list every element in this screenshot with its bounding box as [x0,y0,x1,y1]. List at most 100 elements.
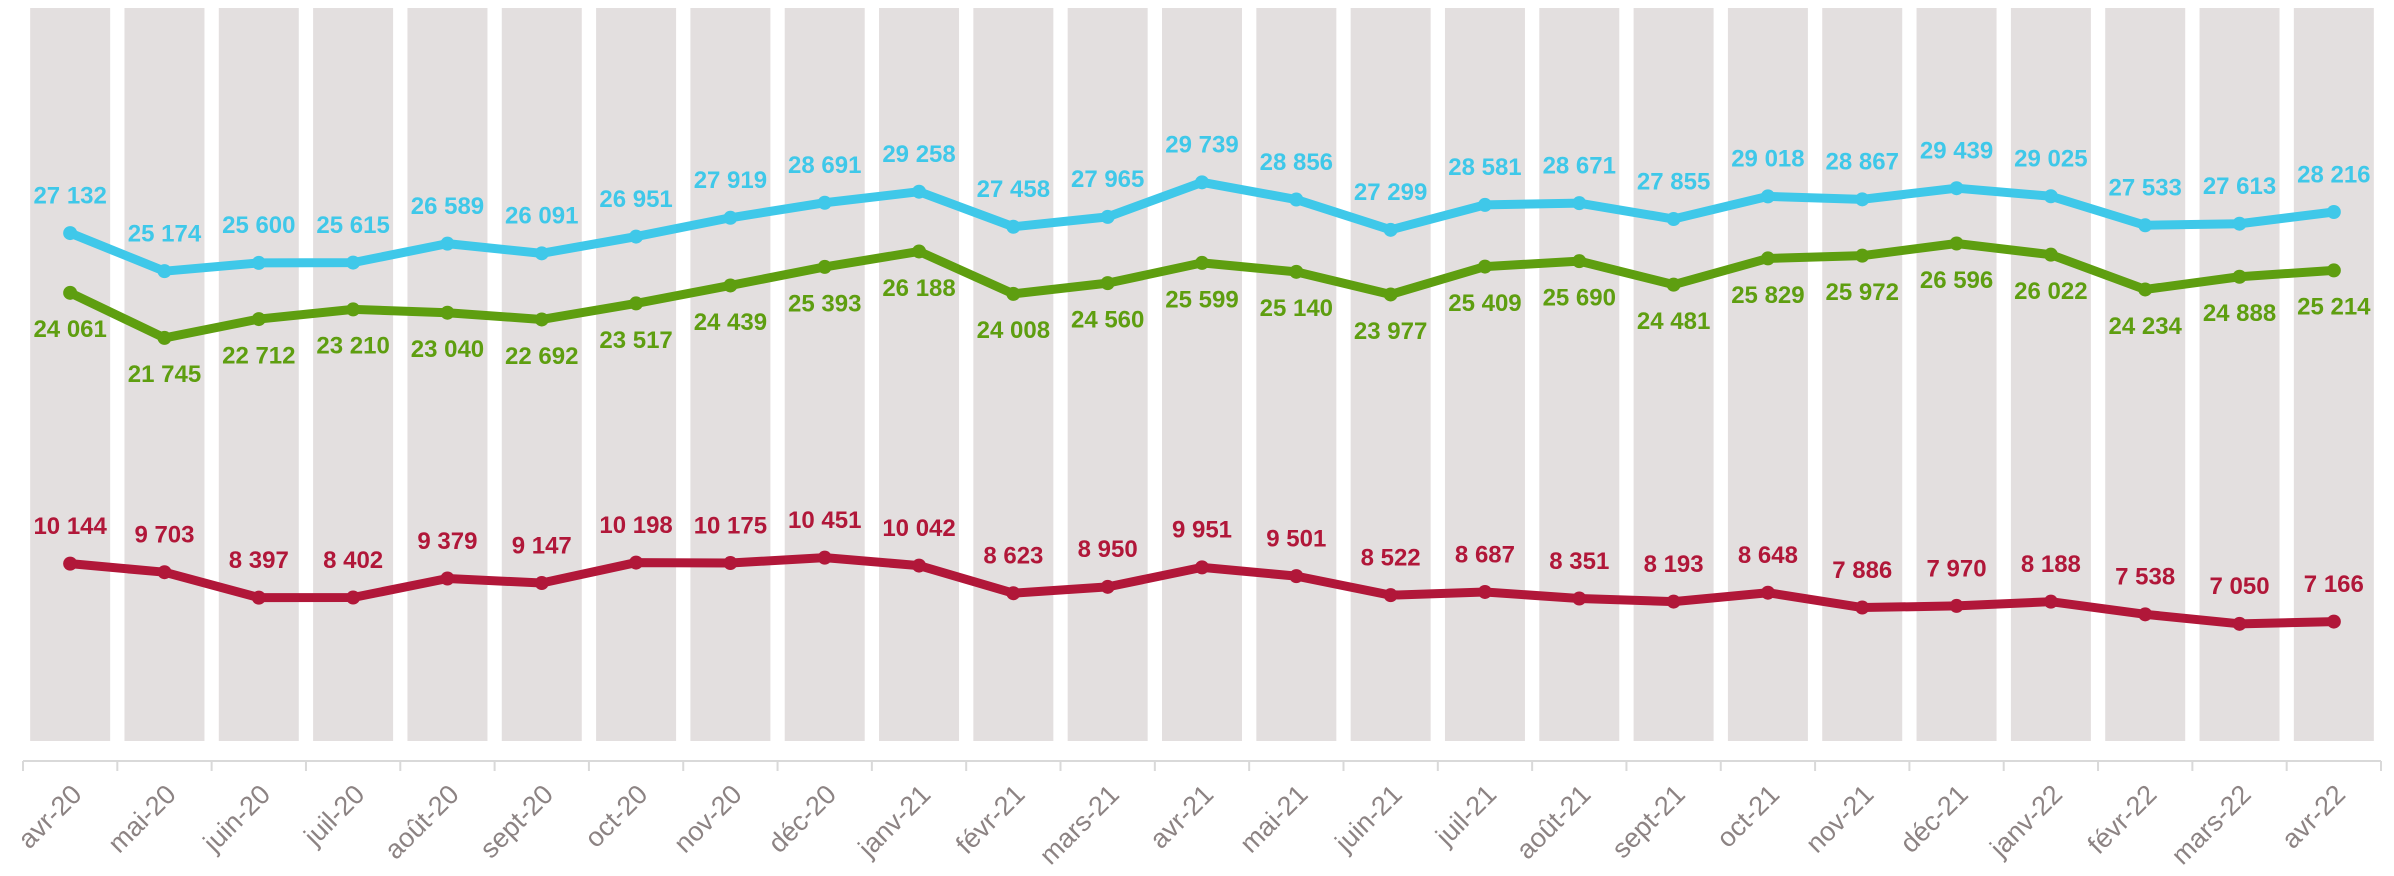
point [1572,196,1587,211]
point [534,576,549,591]
x-tick-label: août-20 [379,779,465,865]
data-label: 24 481 [1637,308,1710,335]
data-label: 10 198 [599,512,672,539]
point [912,244,927,259]
x-tick-label: oct-21 [1711,779,1785,853]
column-background [1539,8,1620,741]
point [157,264,172,279]
point [2232,269,2247,284]
column-background [879,8,960,741]
data-label: 25 829 [1731,282,1804,309]
data-label: 26 589 [411,193,484,220]
point [1760,251,1775,266]
point [817,195,832,210]
point [1289,569,1304,584]
x-tick-label: sept-21 [1606,779,1691,864]
column-background [313,8,394,741]
column-background [124,8,205,741]
point [63,285,78,300]
point [251,312,266,327]
data-label: 25 174 [128,221,202,248]
point [1006,286,1021,301]
point [629,555,644,570]
point [1383,588,1398,603]
data-label: 10 042 [882,515,955,542]
data-label: 9 951 [1172,517,1232,544]
column-background [1727,8,1808,741]
data-label: 28 581 [1448,154,1521,181]
data-label: 26 022 [2014,278,2087,305]
point [534,246,549,261]
point [1572,591,1587,606]
data-label: 7 166 [2304,571,2364,598]
data-label: 25 972 [1826,279,1899,306]
point [1195,255,1209,270]
point [1289,192,1304,207]
column-background [973,8,1054,741]
data-label: 10 175 [694,512,767,539]
x-tick-label: mai-21 [1234,779,1314,859]
point [1760,585,1775,600]
point [534,312,549,327]
column-background [1162,8,1242,741]
point [157,330,172,345]
data-label: 8 648 [1738,542,1798,569]
point [2138,218,2153,233]
x-tick-label: avr-21 [1144,779,1219,854]
point [1855,192,1870,207]
data-label: 29 439 [1920,138,1993,165]
point [1195,175,1209,190]
column-background [218,8,299,741]
point [63,226,78,241]
data-label: 22 692 [505,343,578,370]
data-label: 27 533 [2108,175,2181,202]
point [723,210,738,225]
point [629,296,644,311]
point [1477,584,1492,599]
data-label: 8 188 [2021,551,2081,578]
x-tick-label: déc-20 [762,779,842,859]
point [346,255,361,270]
data-label: 24 560 [1071,306,1144,333]
data-label: 23 517 [599,327,672,354]
point [1855,248,1870,263]
x-tick-label: sept-20 [474,779,559,864]
data-label: 24 888 [2203,300,2276,327]
data-label: 25 214 [2297,294,2371,321]
point [2043,189,2058,204]
data-label: 24 234 [2108,313,2182,340]
data-label: 27 613 [2203,173,2276,200]
column-background [1444,8,1525,741]
data-label: 28 867 [1826,149,1899,176]
point [723,278,738,293]
data-label: 9 147 [512,532,572,559]
data-label: 27 965 [1071,166,1144,193]
column-background [2105,8,2186,741]
point [63,556,78,571]
point [1666,594,1681,609]
point [1289,264,1304,279]
data-label: 8 193 [1644,551,1704,578]
point [1100,209,1115,224]
data-label: 28 856 [1260,149,1333,176]
column-background [2293,8,2374,741]
x-tick-label: juil-21 [1429,779,1502,852]
column-background [1067,8,1148,741]
x-tick-label: juin-20 [197,779,276,858]
data-label: 10 451 [788,507,861,534]
data-label: 25 690 [1543,284,1616,311]
data-label: 27 132 [33,182,106,209]
point [723,556,738,571]
data-label: 8 351 [1549,548,1609,575]
column-background [2010,8,2091,741]
point [1477,259,1492,274]
point [440,236,455,251]
data-label: 8 687 [1455,541,1515,568]
point [1666,277,1681,292]
point [2043,594,2058,609]
data-label: 10 144 [33,513,107,540]
data-label: 7 050 [2209,573,2269,600]
data-label: 28 671 [1543,152,1616,179]
